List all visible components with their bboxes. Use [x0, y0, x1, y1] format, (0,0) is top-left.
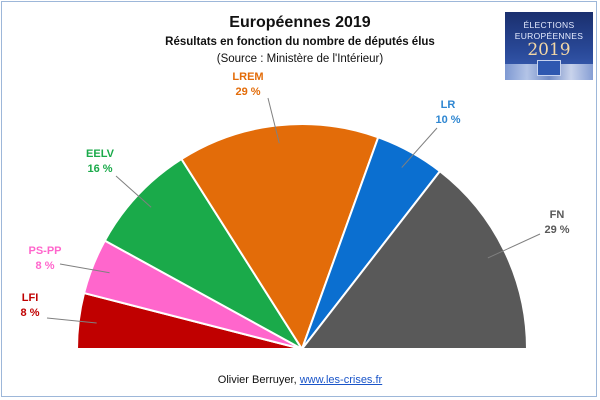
chart-source: (Source : Ministère de l'Intérieur)	[217, 53, 384, 65]
label-name-eelv: EELV	[86, 148, 115, 160]
footer-author: Olivier Berruyer,	[217, 374, 300, 386]
label-name-lfi: LFI	[22, 292, 39, 304]
labels-group: LFI 8 % PS-PP 8 % EELV 16 % LREM 29 % LR 10 % FN 29…	[21, 71, 570, 319]
leader-eelv	[115, 175, 152, 208]
logo-line1: ÉLECTIONS	[523, 20, 575, 30]
footer: Olivier Berruyer, www.les-crises.fr	[0, 374, 600, 386]
elections-logo: ÉLECTIONS EUROPÉENNES 2019	[505, 12, 593, 80]
leader-lfi	[46, 317, 97, 324]
ballot-box-icon	[537, 60, 561, 76]
label-value-lr: 10 %	[435, 114, 460, 126]
chart-title: Européennes 2019	[229, 14, 371, 31]
label-name-lrem: LREM	[232, 71, 263, 83]
leader-lrem	[267, 97, 280, 144]
logo-line2: EUROPÉENNES	[514, 31, 584, 41]
footer-link[interactable]: www.les-crises.fr	[299, 374, 383, 386]
slices-group	[75, 123, 529, 352]
logo-year: 2019	[527, 40, 571, 60]
label-value-fn: 29 %	[544, 224, 569, 236]
label-value-eelv: 16 %	[87, 163, 112, 175]
label-value-lfi: 8 %	[21, 307, 40, 319]
label-value-ps-pp: 8 %	[36, 260, 55, 272]
label-name-fn: FN	[550, 209, 565, 221]
leader-ps-pp	[59, 263, 110, 274]
chart-subtitle: Résultats en fonction du nombre de déput…	[165, 36, 435, 48]
label-name-lr: LR	[441, 99, 456, 111]
leader-fn	[487, 233, 541, 259]
label-name-ps-pp: PS-PP	[28, 245, 61, 257]
leader-lines	[46, 97, 541, 324]
label-value-lrem: 29 %	[235, 86, 260, 98]
slice-lrem	[180, 123, 380, 352]
leader-lr	[401, 127, 438, 168]
